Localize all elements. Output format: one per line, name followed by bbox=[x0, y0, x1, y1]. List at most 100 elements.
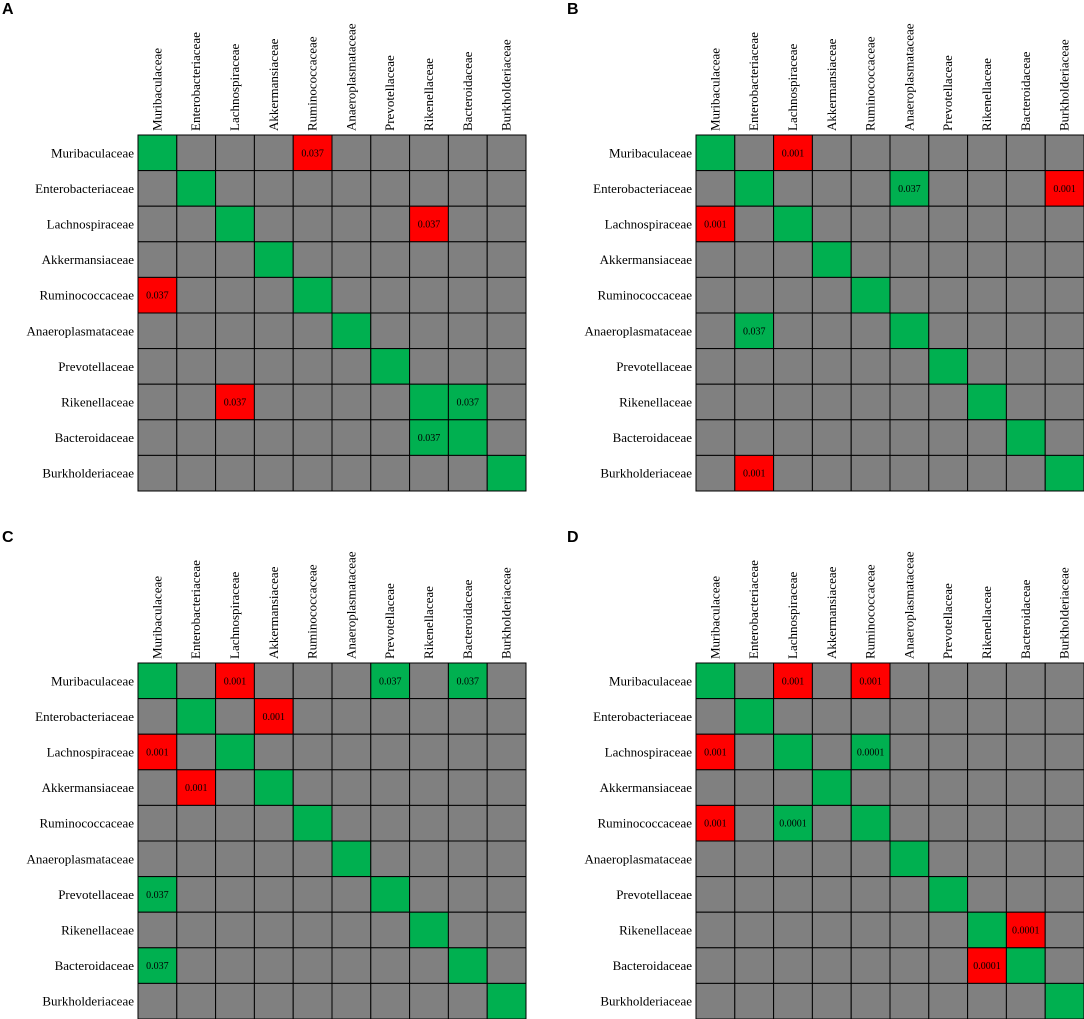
matrix-cell bbox=[176, 840, 217, 878]
matrix-cell bbox=[137, 419, 178, 456]
column-label: Muribaculaceae bbox=[707, 576, 722, 659]
matrix-cell bbox=[695, 982, 736, 1019]
matrix-cell bbox=[409, 170, 449, 207]
matrix-cell bbox=[928, 733, 969, 771]
matrix-cell bbox=[137, 241, 178, 278]
column-label: Akkermansiaceae bbox=[824, 38, 839, 131]
matrix-cell bbox=[137, 205, 178, 243]
matrix-cell bbox=[967, 241, 1007, 278]
matrix-cell bbox=[215, 947, 255, 984]
row-label: Rikenellaceae bbox=[61, 923, 134, 938]
cell-value: 0.037 bbox=[224, 398, 247, 409]
row-label: Lachnospiraceae bbox=[47, 217, 135, 232]
matrix-cell bbox=[773, 383, 813, 421]
matrix-cell bbox=[734, 947, 775, 984]
matrix-cell bbox=[773, 982, 813, 1019]
column-label: Akkermansiaceae bbox=[266, 38, 281, 131]
matrix-cell bbox=[331, 241, 372, 278]
matrix-cell bbox=[850, 134, 891, 172]
matrix-cell bbox=[928, 698, 969, 735]
matrix-cell bbox=[409, 454, 449, 492]
matrix-cell bbox=[967, 876, 1007, 913]
matrix-cell bbox=[967, 804, 1007, 842]
column-label: Burkholderiaceae bbox=[499, 567, 514, 659]
matrix-cell bbox=[734, 419, 775, 456]
diagonal-cell bbox=[695, 662, 736, 700]
matrix-cell bbox=[137, 170, 178, 207]
matrix-cell bbox=[773, 698, 813, 735]
matrix-cell bbox=[811, 698, 852, 735]
matrix-cell bbox=[928, 982, 969, 1019]
cell-value: 0.037 bbox=[146, 291, 169, 302]
matrix-cell bbox=[370, 241, 411, 278]
row-label: Akkermansiaceae bbox=[600, 780, 693, 795]
matrix-cell bbox=[1044, 348, 1084, 385]
matrix-cell bbox=[967, 419, 1007, 456]
matrix-cell bbox=[486, 134, 527, 172]
matrix-cell bbox=[889, 134, 930, 172]
column-label: Prevotellaceae bbox=[940, 55, 955, 131]
row-label: Burkholderiaceae bbox=[42, 994, 134, 1009]
matrix-cell bbox=[447, 134, 488, 172]
matrix-cell bbox=[370, 170, 411, 207]
matrix-cell bbox=[176, 348, 217, 385]
column-label: Bacteroidaceae bbox=[1018, 579, 1033, 659]
matrix-cell bbox=[409, 134, 449, 172]
cell-value: 0.001 bbox=[859, 676, 882, 687]
cell-value: 0.001 bbox=[224, 676, 247, 687]
matrix-cell bbox=[850, 876, 891, 913]
column-label: Rikenellaceae bbox=[979, 586, 994, 659]
cell-value: 0.001 bbox=[704, 819, 727, 830]
cell-value: 0.001 bbox=[704, 220, 727, 231]
matrix-cell bbox=[486, 876, 527, 913]
matrix-cell bbox=[1005, 840, 1046, 878]
matrix-cell bbox=[253, 348, 294, 385]
matrix-cell bbox=[850, 698, 891, 735]
matrix-cell bbox=[734, 205, 775, 243]
matrix-cell bbox=[253, 205, 294, 243]
matrix-cell bbox=[409, 698, 449, 735]
matrix-cell bbox=[137, 312, 178, 350]
matrix-cell bbox=[734, 662, 775, 700]
row-label: Anaeroplasmataceae bbox=[584, 851, 692, 866]
matrix-cell bbox=[331, 769, 372, 806]
matrix-cell bbox=[889, 804, 930, 842]
matrix-cell bbox=[253, 840, 294, 878]
diagonal-cell bbox=[850, 804, 891, 842]
matrix-cell bbox=[253, 662, 294, 700]
matrix-cell bbox=[292, 454, 333, 492]
row-label: Anaeroplasmataceae bbox=[26, 323, 134, 338]
column-label: Anaeroplasmataceae bbox=[901, 23, 916, 131]
matrix-cell bbox=[1005, 348, 1046, 385]
matrix-cell bbox=[486, 419, 527, 456]
row-label: Prevotellaceae bbox=[616, 359, 692, 374]
matrix-cell bbox=[850, 383, 891, 421]
matrix-cell bbox=[253, 419, 294, 456]
significant-cell bbox=[1005, 911, 1046, 949]
matrix-cell bbox=[253, 947, 294, 984]
matrix-cell bbox=[811, 840, 852, 878]
matrix-cell bbox=[695, 241, 736, 278]
column-label: Rikenellaceae bbox=[979, 58, 994, 131]
matrix-cell bbox=[447, 454, 488, 492]
matrix-cell bbox=[409, 982, 449, 1019]
matrix-cell bbox=[773, 419, 813, 456]
panel-letter: A bbox=[2, 1, 14, 18]
column-label: Lachnospiraceae bbox=[227, 43, 242, 131]
matrix-cell bbox=[1005, 769, 1046, 806]
matrix-cell bbox=[137, 769, 178, 806]
matrix-cell bbox=[137, 982, 178, 1019]
matrix-cell bbox=[928, 911, 969, 949]
matrix-cell bbox=[734, 804, 775, 842]
diagonal-cell bbox=[1005, 419, 1046, 456]
matrix-cell bbox=[447, 769, 488, 806]
matrix-cell bbox=[215, 804, 255, 842]
matrix-cell bbox=[486, 276, 527, 314]
matrix-cell bbox=[176, 662, 217, 700]
matrix-cell bbox=[409, 348, 449, 385]
matrix-cell bbox=[292, 698, 333, 735]
significant-cell bbox=[773, 662, 813, 700]
matrix-cell bbox=[253, 876, 294, 913]
matrix-cell bbox=[1044, 276, 1084, 314]
matrix-cell bbox=[889, 662, 930, 700]
